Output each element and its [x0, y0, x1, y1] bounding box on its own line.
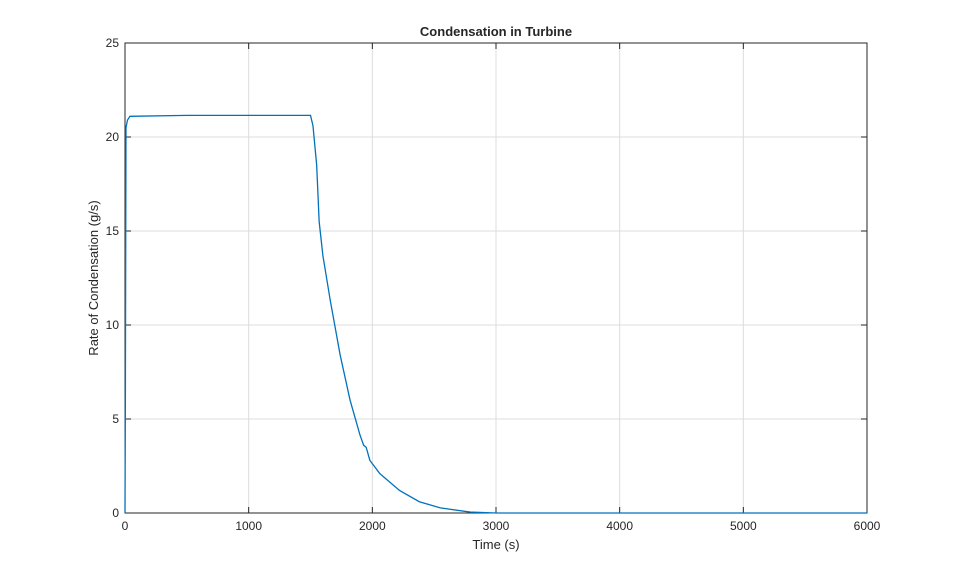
- y-axis-label: Rate of Condensation (g/s): [86, 200, 101, 355]
- y-tick-label: 5: [112, 412, 119, 426]
- x-tick-label: 5000: [730, 519, 757, 533]
- x-tick-label: 4000: [606, 519, 633, 533]
- x-tick-label: 1000: [235, 519, 262, 533]
- x-tick-label: 6000: [854, 519, 881, 533]
- y-tick-label: 25: [106, 36, 120, 50]
- x-tick-label: 3000: [483, 519, 510, 533]
- y-tick-label: 10: [106, 318, 120, 332]
- x-tick-label: 2000: [359, 519, 386, 533]
- y-tick-label: 15: [106, 224, 120, 238]
- data-line: [124, 114, 867, 514]
- y-tick-label: 20: [106, 130, 120, 144]
- x-axis-label: Time (s): [472, 537, 519, 552]
- y-tick-label: 0: [112, 506, 119, 520]
- x-tick-label: 0: [122, 519, 129, 533]
- chart-title: Condensation in Turbine: [420, 24, 572, 39]
